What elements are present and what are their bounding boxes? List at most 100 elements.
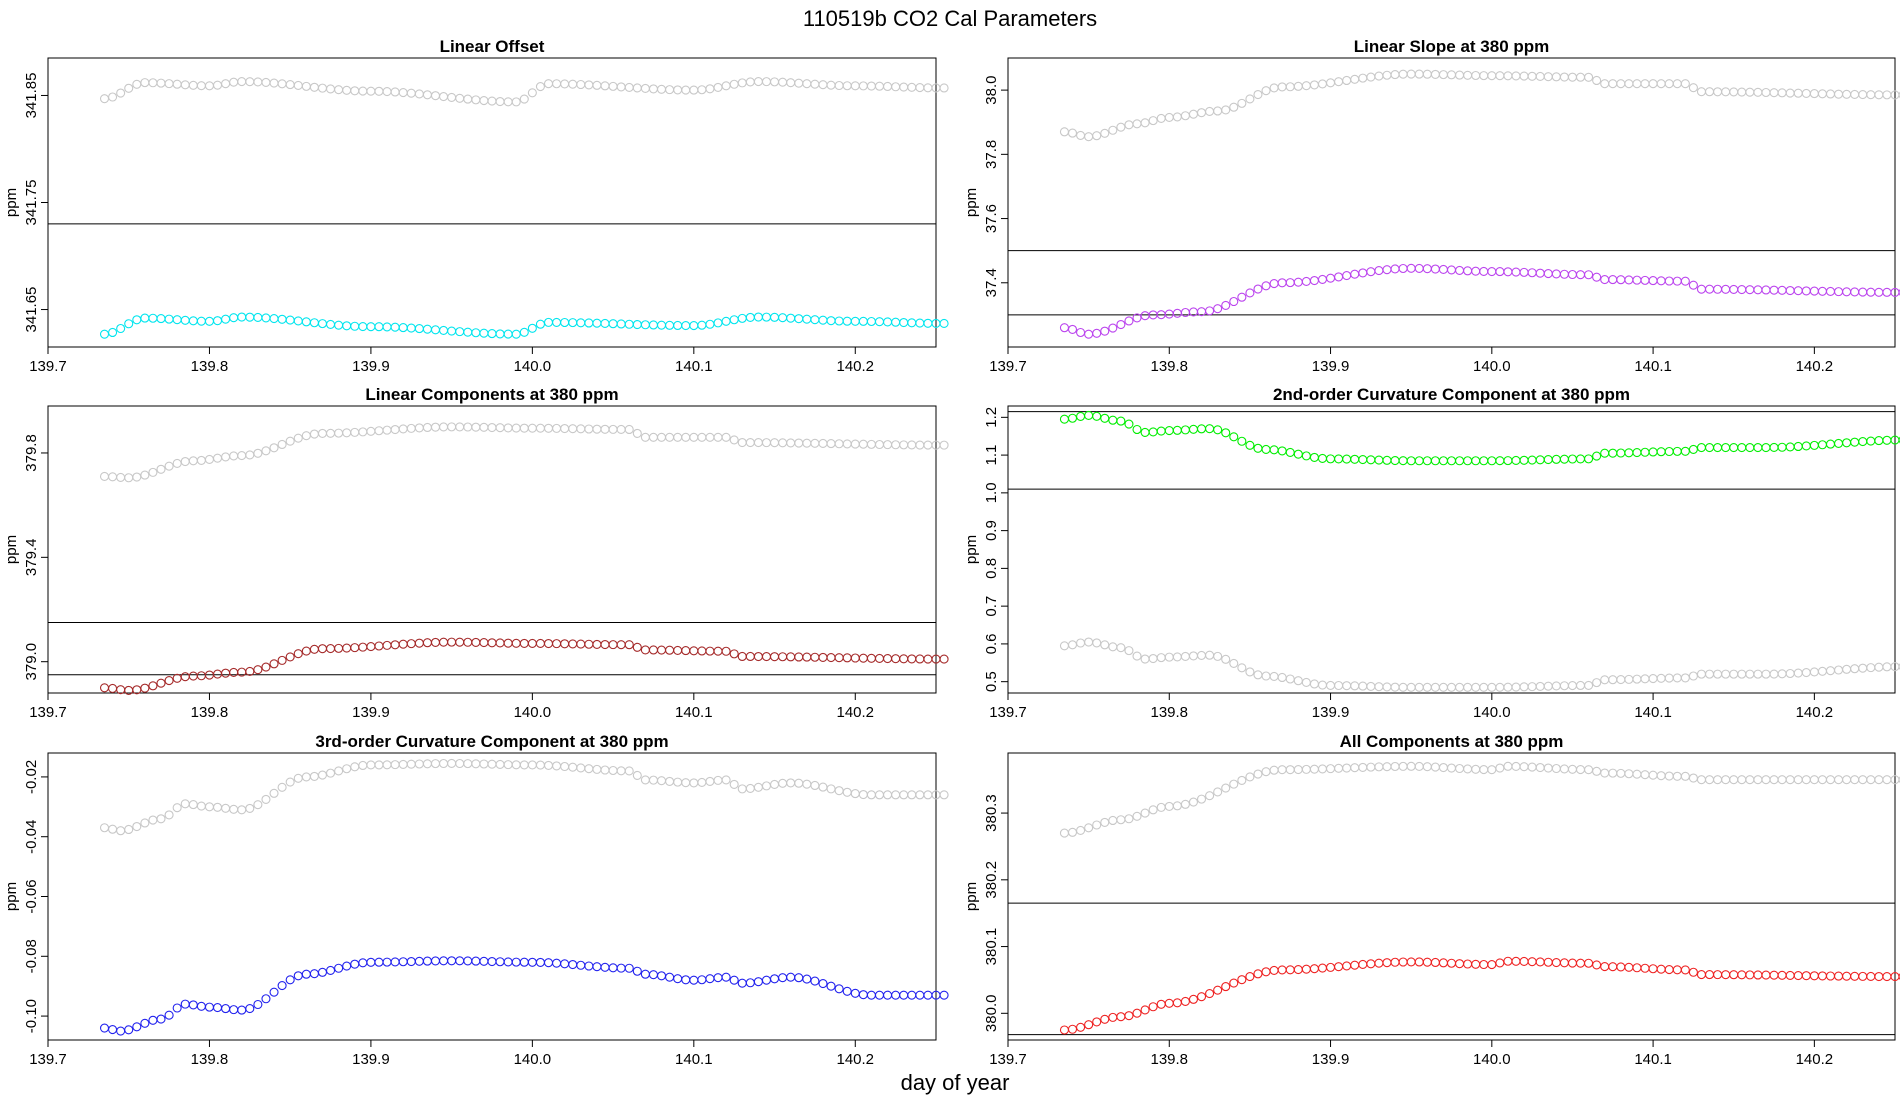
series-reference bbox=[1059, 69, 1900, 142]
x-tick-label: 139.8 bbox=[1150, 358, 1188, 375]
data-point bbox=[1245, 772, 1255, 782]
data-point bbox=[285, 975, 295, 985]
data-point bbox=[1253, 969, 1263, 979]
data-point bbox=[1124, 1011, 1134, 1021]
data-point bbox=[1213, 304, 1223, 314]
panel-3: Linear Components at 380 ppm 139.7 139.8 13… bbox=[3, 385, 949, 721]
data-point bbox=[1584, 680, 1594, 690]
y-tick-label: 341.85 bbox=[23, 73, 40, 119]
x-tick-label: 139.7 bbox=[989, 704, 1027, 721]
series-fit bbox=[99, 637, 949, 695]
x-tick-label: 140.1 bbox=[1634, 704, 1672, 721]
data-point bbox=[1592, 75, 1602, 86]
data-point bbox=[1205, 989, 1215, 999]
data-point bbox=[1092, 131, 1102, 141]
data-point bbox=[269, 443, 279, 453]
data-point bbox=[261, 446, 271, 456]
series-reference bbox=[99, 76, 949, 107]
data-point bbox=[140, 818, 150, 828]
data-point bbox=[1108, 125, 1118, 135]
data-point bbox=[535, 81, 545, 92]
data-point bbox=[1237, 775, 1247, 785]
data-point bbox=[277, 439, 287, 450]
x-tick-label: 140.2 bbox=[836, 358, 874, 375]
data-point bbox=[140, 1018, 150, 1028]
data-point bbox=[116, 88, 126, 98]
data-point bbox=[1140, 118, 1150, 128]
series-reference bbox=[99, 422, 949, 483]
x-tick-label: 139.8 bbox=[1150, 704, 1188, 721]
plot-frame bbox=[1007, 405, 1896, 694]
data-point bbox=[1221, 654, 1231, 664]
data-point bbox=[253, 665, 263, 675]
data-point bbox=[1148, 1002, 1158, 1012]
data-point bbox=[1124, 646, 1134, 656]
data-point bbox=[1100, 326, 1110, 336]
data-point bbox=[632, 428, 642, 438]
y-tick-label: 0.6 bbox=[983, 633, 1000, 654]
y-tick-label: 0.8 bbox=[983, 558, 1000, 579]
data-point bbox=[285, 436, 295, 446]
data-point bbox=[1245, 971, 1255, 982]
y-tick-label: 37.6 bbox=[983, 204, 1000, 233]
data-point bbox=[1180, 996, 1190, 1006]
data-point bbox=[293, 433, 303, 443]
data-point bbox=[939, 790, 949, 800]
data-point bbox=[624, 766, 634, 776]
y-tick-label: 0.9 bbox=[983, 520, 1000, 541]
plot-frame bbox=[47, 405, 937, 694]
data-point bbox=[527, 88, 537, 98]
data-point bbox=[164, 1010, 174, 1020]
data-point bbox=[132, 1022, 142, 1032]
data-point bbox=[1084, 823, 1094, 833]
panel-title: Linear Slope at 380 ppm bbox=[1354, 37, 1550, 56]
x-tick-label: 139.7 bbox=[29, 1051, 67, 1068]
data-point bbox=[285, 652, 295, 662]
data-point bbox=[1229, 296, 1239, 307]
data-point bbox=[1108, 323, 1118, 333]
y-tick-label: 38.0 bbox=[983, 76, 1000, 105]
data-point bbox=[1261, 86, 1271, 96]
data-point bbox=[721, 432, 731, 442]
panel-2: Linear Slope at 380 ppm 139.7 139.8 139.9 14… bbox=[963, 37, 1900, 375]
x-tick-label: 139.9 bbox=[352, 704, 390, 721]
data-point bbox=[519, 327, 529, 337]
x-tick-label: 140.0 bbox=[514, 1051, 552, 1068]
data-point bbox=[729, 975, 739, 985]
data-point bbox=[1688, 280, 1698, 290]
panel-title: All Components at 380 ppm bbox=[1340, 732, 1564, 751]
data-point bbox=[253, 448, 263, 458]
y-tick-label: 37.8 bbox=[983, 140, 1000, 169]
data-point bbox=[1116, 643, 1126, 653]
data-point bbox=[511, 97, 521, 107]
data-point bbox=[1253, 89, 1263, 100]
data-point bbox=[1213, 787, 1223, 797]
x-tick-label: 140.2 bbox=[836, 704, 874, 721]
data-point bbox=[116, 323, 126, 334]
data-point bbox=[245, 803, 255, 813]
data-point bbox=[939, 654, 949, 664]
data-point bbox=[325, 768, 336, 778]
x-tick-label: 140.1 bbox=[675, 358, 713, 375]
data-point bbox=[1140, 1005, 1150, 1015]
data-point bbox=[1140, 808, 1150, 818]
data-point bbox=[164, 461, 174, 471]
data-point bbox=[293, 649, 303, 659]
data-point bbox=[1229, 102, 1239, 112]
data-point bbox=[132, 821, 142, 832]
data-point bbox=[721, 646, 731, 656]
data-point bbox=[1253, 284, 1263, 294]
data-point bbox=[939, 990, 949, 1000]
data-point bbox=[277, 782, 287, 792]
data-point bbox=[261, 794, 271, 804]
data-point bbox=[1229, 658, 1239, 668]
y-axis-label: ppm bbox=[963, 535, 980, 564]
data-point bbox=[334, 963, 344, 973]
data-point bbox=[1116, 122, 1126, 132]
data-point bbox=[1245, 667, 1255, 677]
data-point bbox=[140, 683, 150, 693]
y-tick-label: 379.0 bbox=[23, 643, 40, 681]
data-point bbox=[108, 327, 118, 338]
y-tick-label: 1.1 bbox=[983, 445, 1000, 466]
data-point bbox=[1092, 820, 1102, 830]
